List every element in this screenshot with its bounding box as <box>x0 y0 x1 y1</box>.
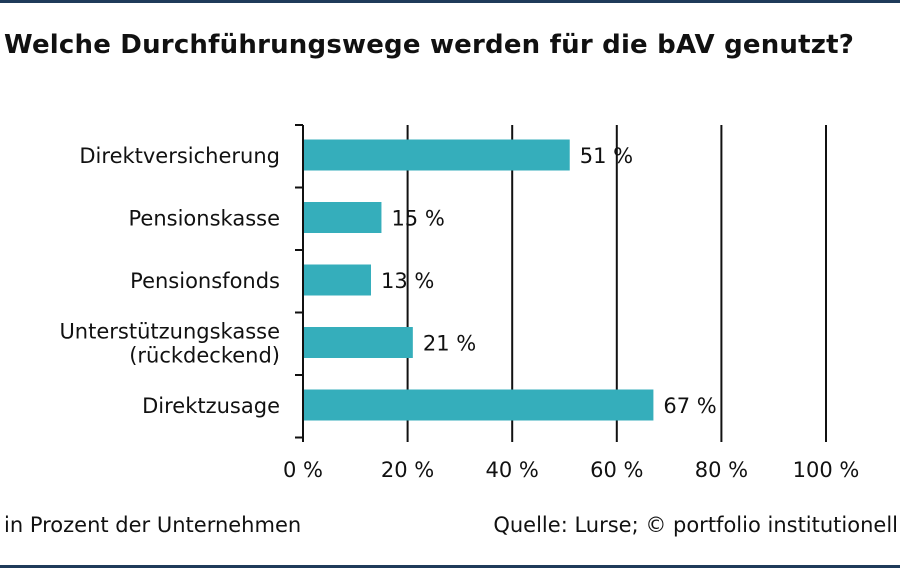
grid-lines <box>406 125 827 436</box>
x-tick-label-80: 80 % <box>695 458 748 482</box>
category-label-0: Direktversicherung <box>79 144 280 168</box>
value-label-2: 13 % <box>381 269 434 293</box>
x-tick-label-40: 40 % <box>486 458 539 482</box>
bottom-rule <box>0 565 900 568</box>
category-label-3-line-1: (rückdeckend) <box>129 344 280 368</box>
bar-4 <box>303 389 654 421</box>
axes <box>295 124 827 442</box>
x-tick-label-0: 0 % <box>283 458 323 482</box>
x-tick-label-20: 20 % <box>381 458 434 482</box>
x-tick-label-60: 60 % <box>590 458 643 482</box>
top-rule <box>0 0 900 3</box>
bar-1 <box>303 202 382 233</box>
bar-2 <box>303 264 371 296</box>
category-label-2: Pensionsfonds <box>130 269 280 293</box>
footer-source: Quelle: Lurse; © portfolio institutionel… <box>493 513 898 537</box>
labels: Direktversicherung Pensionskasse Pensionsf… <box>59 144 859 482</box>
bar-0 <box>303 139 570 171</box>
x-tick-label-100: 100 % <box>793 458 860 482</box>
bar-3 <box>303 327 413 358</box>
value-label-1: 15 % <box>391 207 444 231</box>
bars <box>303 139 654 421</box>
footer-note: in Prozent der Unternehmen <box>4 513 302 537</box>
category-label-4: Direktzusage <box>142 394 280 418</box>
category-label-3-line-0: Unterstützungskasse <box>59 320 280 344</box>
chart-title: Welche Durchführungswege werden für die … <box>4 30 855 60</box>
value-label-3: 21 % <box>423 332 476 356</box>
bar-chart: Direktversicherung Pensionskasse Pensionsf… <box>59 124 859 482</box>
category-label-1: Pensionskasse <box>129 207 280 231</box>
value-label-0: 51 % <box>580 144 633 168</box>
value-label-4: 67 % <box>663 394 716 418</box>
